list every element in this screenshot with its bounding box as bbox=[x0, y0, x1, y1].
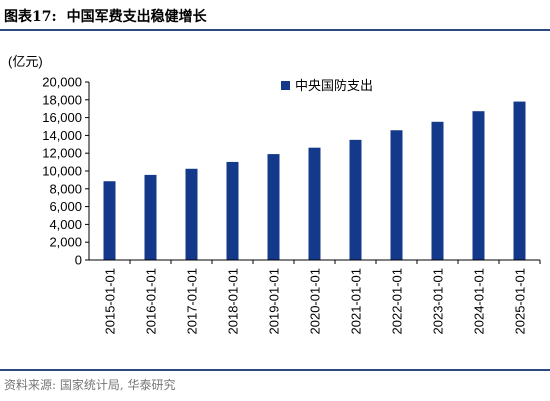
bar-2019-01-01 bbox=[267, 154, 280, 260]
y-tick-label: 2,000 bbox=[49, 235, 82, 250]
legend-swatch bbox=[281, 81, 290, 90]
y-tick-label: 6,000 bbox=[49, 199, 82, 214]
bar-2023-01-01 bbox=[431, 121, 444, 261]
bar-chart: (亿元) 0 2,000 4,000 6,000 8,000 10,000 12,000 14… bbox=[8, 54, 541, 335]
y-tick-label: 8,000 bbox=[49, 181, 82, 196]
x-axis: 2015-01-01 2016-01-01 2017-01-01 2018-01-01… bbox=[89, 259, 541, 335]
x-tick-label: 2023-01-01 bbox=[431, 268, 446, 335]
x-tick-label: 2024-01-01 bbox=[472, 268, 487, 335]
x-tick-label: 2025-01-01 bbox=[513, 268, 528, 335]
y-tick-label: 10,000 bbox=[42, 164, 82, 179]
y-tick-label: 16,000 bbox=[42, 110, 82, 125]
x-tick-label: 2018-01-01 bbox=[226, 268, 241, 335]
x-tick-label: 2015-01-01 bbox=[103, 268, 118, 335]
x-tick-label: 2021-01-01 bbox=[349, 268, 364, 335]
source-note: 资料来源: 国家统计局, 华泰研究 bbox=[4, 378, 176, 392]
bar-2020-01-01 bbox=[308, 147, 321, 260]
bar-2015-01-01 bbox=[103, 181, 116, 260]
x-tick-label: 2019-01-01 bbox=[267, 268, 282, 335]
y-tick-label: 18,000 bbox=[42, 92, 82, 107]
x-tick-label: 2016-01-01 bbox=[144, 268, 159, 335]
bar-2022-01-01 bbox=[390, 130, 403, 260]
y-tick-label: 12,000 bbox=[42, 146, 82, 161]
bar-2016-01-01 bbox=[144, 174, 157, 260]
x-tick-label: 2020-01-01 bbox=[308, 268, 323, 335]
y-tick-label: 20,000 bbox=[42, 75, 82, 90]
bar-2024-01-01 bbox=[472, 111, 485, 260]
y-tick-label: 14,000 bbox=[42, 128, 82, 143]
legend-label: 中央国防支出 bbox=[295, 78, 373, 93]
figure-title-text: 中国军费支出稳健增长 bbox=[66, 9, 207, 25]
y-axis: 0 2,000 4,000 6,000 8,000 10,000 12,000 14,000 1… bbox=[42, 75, 90, 268]
bars bbox=[103, 101, 526, 261]
footer-rule bbox=[0, 369, 550, 371]
x-tick-label: 2017-01-01 bbox=[185, 268, 200, 335]
bar-2018-01-01 bbox=[226, 161, 239, 260]
figure-label: 图表17: bbox=[4, 9, 57, 25]
legend: 中央国防支出 bbox=[281, 78, 373, 93]
bar-2021-01-01 bbox=[349, 139, 362, 260]
x-tick-label: 2022-01-01 bbox=[390, 268, 405, 335]
bar-2025-01-01 bbox=[513, 101, 526, 260]
figure-title: 图表17: 中国军费支出稳健增长 bbox=[4, 6, 207, 26]
title-rule bbox=[0, 29, 550, 31]
y-tick-label: 4,000 bbox=[49, 217, 82, 232]
y-axis-label: (亿元) bbox=[8, 54, 43, 69]
y-tick-label: 0 bbox=[75, 253, 82, 268]
bar-2017-01-01 bbox=[185, 168, 198, 260]
